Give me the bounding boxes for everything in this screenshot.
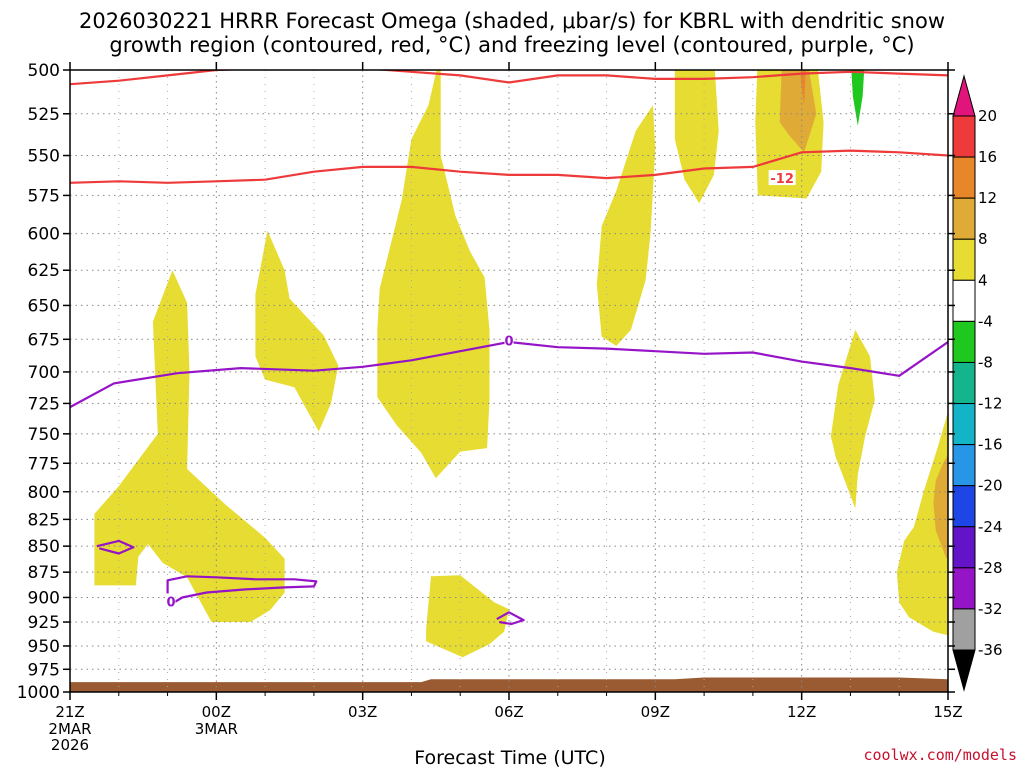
colorbar-over-triangle (952, 74, 976, 117)
y-tick-label: 825 (28, 510, 60, 530)
omega-region-e (596, 105, 656, 346)
x-tick-label: 06Z (494, 703, 523, 721)
y-tick-label: 650 (28, 296, 60, 316)
omega-region-i (896, 411, 948, 636)
plot-area: -12 0 0 (70, 70, 948, 692)
y-tick-label: 850 (28, 537, 60, 557)
colorbar-tick-label: -32 (978, 600, 1003, 618)
colorbar-tick-label: 12 (978, 189, 997, 207)
contour-label-2: 0 (504, 335, 513, 350)
colorbar-tick-label: -24 (978, 518, 1003, 536)
omega-region-a (94, 270, 285, 622)
credit-text: coolwx.com/models (863, 746, 1017, 764)
omega-region-i-core (933, 454, 948, 561)
colorbar-tick-label: -36 (978, 641, 1003, 659)
y-tick-label: 700 (28, 363, 60, 383)
colorbar-bin (952, 197, 976, 240)
colorbar-bin (952, 526, 976, 569)
y-tick-label: 975 (28, 660, 60, 680)
y-tick-label: 550 (28, 147, 60, 167)
x-tick-label: 21Z (55, 703, 84, 721)
y-tick-label: 925 (28, 613, 60, 633)
colorbar-bin (952, 608, 976, 651)
contour-line-1 (70, 149, 948, 184)
colorbar-bin (952, 115, 976, 158)
omega-region-g-core (779, 70, 817, 153)
y-tick-label: 775 (28, 454, 60, 474)
omega-region-d (426, 575, 509, 658)
y-tick-label: 525 (28, 105, 60, 125)
x-tick-label: 00Z (202, 703, 231, 721)
chart-title-line1: 2026030221 HRRR Forecast Omega (shaded, … (79, 9, 945, 33)
contour-label-3: 0 (166, 595, 175, 610)
colorbar-tick-label: -28 (978, 559, 1003, 577)
x-tick-date: 3MAR (195, 720, 238, 738)
axes: 500 525 550 575 600 625 650 675 700 725 750 775 800 8… (17, 61, 963, 754)
contour-line-0 (70, 70, 948, 86)
omega-region-negative (851, 70, 865, 126)
freezing-pocket-contour-1 (166, 575, 318, 605)
freezing-pocket-contour-2 (496, 611, 525, 626)
plot-clipped-group: -12 0 0 (70, 70, 948, 692)
x-tick-label: 03Z (348, 703, 377, 721)
colorbar-bin (952, 320, 976, 363)
y-tick-label: 600 (28, 225, 60, 245)
colorbar-bin (952, 156, 976, 199)
y-tick-label: 950 (28, 637, 60, 657)
colorbar-under-triangle (952, 649, 976, 692)
colorbar-tick-label: 4 (978, 271, 988, 289)
colorbar-bin (952, 567, 976, 610)
colorbar: 20 16 12 8 4 -4 -8 -12 -16 -20 -24 -28 -32 -36 (952, 74, 1003, 692)
contour-label-bg-2 (504, 332, 514, 348)
y-tick-label: 575 (28, 186, 60, 206)
contour-line-2 (70, 340, 948, 409)
omega-region-g-peak (800, 70, 806, 106)
colorbar-bin (952, 238, 976, 281)
freezing-pocket-contour-0 (96, 539, 135, 555)
colorbar-tick-label: -20 (978, 477, 1003, 495)
x-tick-label: 09Z (641, 703, 670, 721)
colorbar-tick-label: 8 (978, 230, 988, 248)
chart-title-line2: growth region (contoured, red, °C) and f… (109, 33, 914, 57)
y-tick-label: 725 (28, 394, 60, 414)
omega-region-c (377, 70, 490, 479)
surface-terrain (70, 677, 948, 692)
omega-region-b (255, 230, 339, 432)
colorbar-tick-label: -16 (978, 436, 1003, 454)
omega-region-h (830, 329, 875, 509)
colorbar-bin (952, 444, 976, 487)
x-tick-label: 15Z (933, 703, 962, 721)
y-tick-label: 625 (28, 261, 60, 281)
y-tick-label: 500 (28, 61, 60, 81)
colorbar-bin (952, 361, 976, 405)
x-tick-date: 2MAR (48, 720, 91, 738)
contour-label-bg-1 (768, 170, 796, 186)
contour-label-1: -12 (770, 172, 794, 187)
colorbar-bin (952, 403, 976, 446)
colorbar-bin (952, 279, 976, 322)
contour-label-bg-3 (166, 593, 176, 609)
y-tick-label: 900 (28, 588, 60, 608)
colorbar-bin (952, 485, 976, 528)
colorbar-tick-label: 16 (978, 148, 997, 166)
y-tick-label: 750 (28, 425, 60, 445)
y-tick-label: 800 (28, 483, 60, 503)
x-tick-label: 12Z (787, 703, 816, 721)
x-tick-year: 2026 (51, 736, 89, 754)
y-tick-label: 875 (28, 563, 60, 583)
colorbar-tick-label: -8 (978, 353, 993, 371)
colorbar-tick-label: 20 (978, 107, 997, 125)
x-axis-label: Forecast Time (UTC) (414, 747, 605, 768)
y-tick-label: 675 (28, 330, 60, 350)
colorbar-tick-label: -4 (978, 312, 993, 330)
colorbar-tick-label: -12 (978, 395, 1003, 413)
y-tick-label: 1000 (17, 683, 60, 703)
